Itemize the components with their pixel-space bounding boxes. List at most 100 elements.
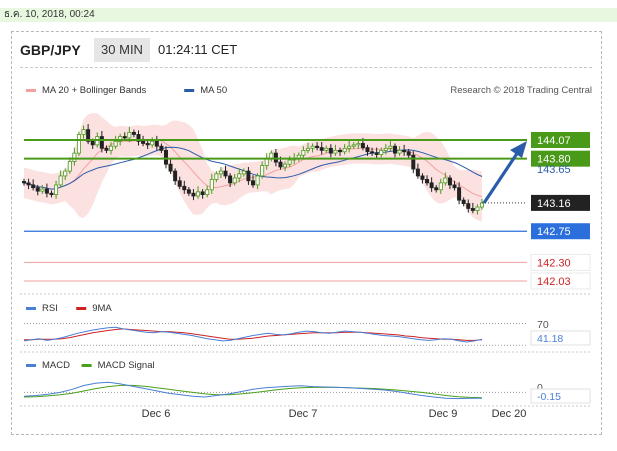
candle-body: [141, 140, 146, 144]
candle-body: [470, 208, 475, 211]
candle-body: [58, 175, 63, 186]
legend-swatch: [26, 89, 36, 92]
candle-body: [287, 159, 292, 165]
legend-label: 9MA: [92, 303, 112, 314]
candle-body: [374, 152, 379, 155]
candle-body: [443, 177, 448, 184]
candle-body: [223, 170, 228, 177]
candle-body: [420, 175, 425, 180]
candle-body: [145, 143, 150, 146]
macd-value-label: -0.15: [537, 391, 561, 403]
candle-body: [150, 140, 155, 146]
candle-body: [333, 149, 338, 154]
symbol-label: GBP/JPY: [20, 42, 81, 58]
candle-body: [479, 202, 484, 208]
candle-body: [67, 161, 72, 172]
timeframe-button[interactable]: 30 MIN: [94, 38, 150, 62]
legend-swatch: [76, 307, 87, 310]
candle-body: [315, 145, 320, 149]
candle-body: [328, 147, 333, 154]
candle-body: [76, 134, 81, 154]
candle-body: [86, 129, 91, 142]
level-label: 143.80: [537, 154, 571, 166]
candle-body: [360, 143, 365, 149]
candle-body: [49, 192, 54, 196]
x-tick-label: Dec 20: [492, 408, 527, 420]
candle-body: [392, 145, 397, 154]
x-tick-label: Dec 7: [289, 408, 318, 420]
rsi-value-badge: [530, 330, 591, 346]
level-label: 142.03: [537, 276, 571, 288]
level-badge-144.07: [531, 132, 590, 148]
candle-body: [283, 163, 288, 168]
candle-body: [402, 149, 407, 153]
level-badge-142.03: [530, 272, 591, 290]
level-label: 142.30: [537, 257, 571, 269]
x-tick-label: Dec 6: [142, 408, 171, 420]
candle-body: [356, 143, 361, 146]
level-badge-142.30: [530, 253, 591, 271]
candle-body: [379, 149, 384, 155]
candle-body: [388, 145, 393, 149]
candle-body: [173, 170, 178, 182]
candle-body: [200, 191, 205, 196]
candle-body: [338, 149, 343, 153]
candle-body: [196, 191, 201, 197]
level-badge-142.75: [531, 223, 590, 240]
candle-body: [457, 187, 462, 201]
legend-swatch: [26, 307, 36, 310]
rsi-value-label: 41.18: [537, 333, 563, 345]
candle-body: [415, 168, 420, 177]
x-tick-label: Dec 9: [429, 408, 458, 420]
time-label: 01:24:11 CET: [158, 42, 238, 57]
candle-body: [54, 184, 59, 196]
candle-body: [305, 147, 310, 151]
candle-body: [232, 177, 237, 184]
candle-body: [72, 152, 77, 162]
candle-body: [228, 175, 233, 184]
candle-body: [425, 178, 430, 184]
candle-body: [264, 158, 269, 166]
candle-body: [324, 147, 329, 151]
macd-tick-label: 0: [537, 382, 543, 394]
candle-body: [131, 131, 136, 135]
candle-body: [397, 149, 402, 154]
forecast-arrow-head: [510, 141, 527, 158]
candle-body: [31, 184, 36, 189]
candle-body: [370, 151, 375, 154]
candle-body: [461, 199, 466, 204]
candle-body: [237, 173, 242, 179]
candle-body: [255, 175, 260, 186]
candle-body: [209, 178, 214, 191]
candle-body: [466, 203, 471, 209]
legend-label: MA 20 + Bollinger Bands: [42, 85, 147, 96]
level-badge-143.80: [531, 150, 590, 167]
candle-body: [136, 134, 141, 142]
candle-body: [205, 189, 210, 196]
legend-swatch: [26, 364, 36, 367]
rsi-tick-label: 70: [537, 319, 549, 331]
level-label: 142.75: [537, 226, 571, 238]
candle-body: [163, 149, 168, 165]
candle-body: [159, 145, 164, 151]
candle-body: [214, 173, 219, 180]
date-bar: ธ.ค. 10, 2018, 00:24: [0, 8, 617, 22]
candle-body: [246, 170, 251, 182]
macd-value-badge: [530, 388, 591, 404]
candle-body: [44, 188, 49, 194]
legend-label: MACD Signal: [98, 360, 155, 371]
candle-body: [90, 140, 95, 146]
candle-body: [154, 140, 159, 147]
candle-body: [342, 147, 347, 153]
legend-swatch: [81, 364, 92, 367]
candle-body: [278, 161, 283, 168]
candle-body: [104, 147, 109, 151]
candle-body: [241, 170, 246, 175]
level-badge-143.16: [531, 194, 590, 211]
candle-body: [319, 147, 324, 151]
legend-label: MACD: [42, 360, 70, 371]
chart-frame: [11, 31, 602, 435]
candle-body: [273, 152, 278, 163]
candle-body: [81, 129, 86, 135]
candle-body: [21, 181, 26, 184]
